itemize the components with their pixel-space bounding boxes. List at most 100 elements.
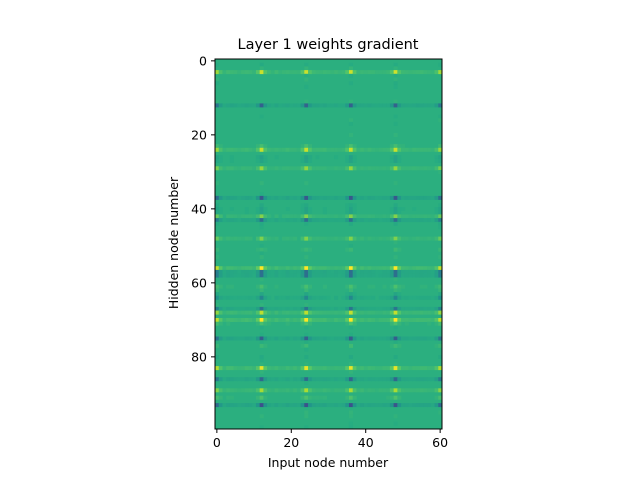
heatmap-cell [382,366,387,371]
heatmap-cell [319,377,324,382]
heatmap-cell [393,273,398,278]
heatmap-cell [296,70,301,75]
heatmap-cell [237,214,242,219]
heatmap-cell [363,310,368,315]
heatmap-cell [322,103,327,108]
heatmap-cell [281,366,286,371]
heatmap-cell [300,377,305,382]
heatmap-cell [423,295,428,300]
heatmap-cell [348,421,353,426]
heatmap-cell [244,218,249,223]
heatmap-cell [352,147,357,152]
heatmap-cell [263,210,268,215]
heatmap-cell [248,366,253,371]
heatmap-cell [438,377,443,382]
heatmap-cell [326,214,331,219]
heatmap-cell [334,155,339,160]
heatmap-cell [356,403,361,408]
heatmap-cell [226,310,231,315]
heatmap-cell [237,295,242,300]
heatmap-cell [415,70,420,75]
heatmap-cell [259,303,264,308]
heatmap-cell [393,62,398,67]
heatmap-cell [419,269,424,274]
heatmap-cell [334,377,339,382]
heatmap-cell [341,166,346,171]
heatmap-cell [367,269,372,274]
heatmap-cell [404,310,409,315]
heatmap-cell [389,343,394,348]
heatmap-cell [393,247,398,252]
heatmap-cell [438,295,443,300]
heatmap-cell [438,355,443,359]
heatmap-cell [408,269,413,274]
heatmap-cell [226,306,231,311]
heatmap-cell [404,403,409,408]
heatmap-cell [252,147,257,152]
heatmap-cell [330,266,335,271]
heatmap-cell [348,395,353,400]
heatmap-cell [375,269,380,274]
heatmap-cell [389,284,394,289]
heatmap-cell [248,388,253,393]
heatmap-cell [415,195,420,200]
heatmap-cell [408,306,413,311]
heatmap-cell [360,166,365,171]
heatmap-cell [322,395,327,400]
heatmap-cell [252,214,257,219]
heatmap-cell [430,70,435,75]
heatmap-cell [252,388,257,393]
heatmap-cell [270,195,275,200]
heatmap-cell [386,295,391,300]
heatmap-cell [348,195,353,200]
heatmap-cell [315,236,320,241]
heatmap-cell [274,273,279,278]
heatmap-cell [218,210,223,215]
heatmap-cell [308,103,313,108]
heatmap-cell [304,425,309,430]
heatmap-cell [412,269,417,274]
heatmap-cell [237,166,242,171]
heatmap-cell [423,284,428,289]
heatmap-cell [360,403,365,408]
heatmap-cell [270,236,275,241]
heatmap-cell [263,103,268,108]
heatmap-cell [389,310,394,315]
heatmap-cell [430,310,435,315]
heatmap-cell [274,310,279,315]
heatmap-cell [304,403,309,408]
heatmap-cell [267,214,272,219]
heatmap-cell [274,269,279,274]
heatmap-cell [263,218,268,223]
heatmap-cell [259,269,264,274]
heatmap-cell [300,207,305,211]
heatmap-cell [438,403,443,408]
heatmap-cell [215,62,220,67]
heatmap-cell [427,336,432,341]
heatmap-cell [345,214,350,219]
heatmap-cell [226,388,231,393]
heatmap-cell [259,366,264,371]
heatmap-cell [304,236,309,241]
heatmap-cell [322,388,327,393]
heatmap-cell [393,377,398,382]
heatmap-cell [404,366,409,371]
heatmap-cell [263,144,268,149]
heatmap-cell [427,214,432,219]
heatmap-cell [281,269,286,274]
heatmap-cell [438,166,443,171]
heatmap-cell [244,147,249,152]
heatmap-cell [215,210,220,215]
heatmap-cell [397,310,402,315]
heatmap-cell [218,103,223,108]
heatmap-cell [345,336,350,341]
heatmap-cell [252,70,257,75]
heatmap-cell [434,395,439,400]
heatmap-cell [382,166,387,171]
heatmap-cell [274,166,279,171]
heatmap-cell [337,266,342,271]
heatmap-cell [375,236,380,241]
heatmap-cell [389,70,394,75]
